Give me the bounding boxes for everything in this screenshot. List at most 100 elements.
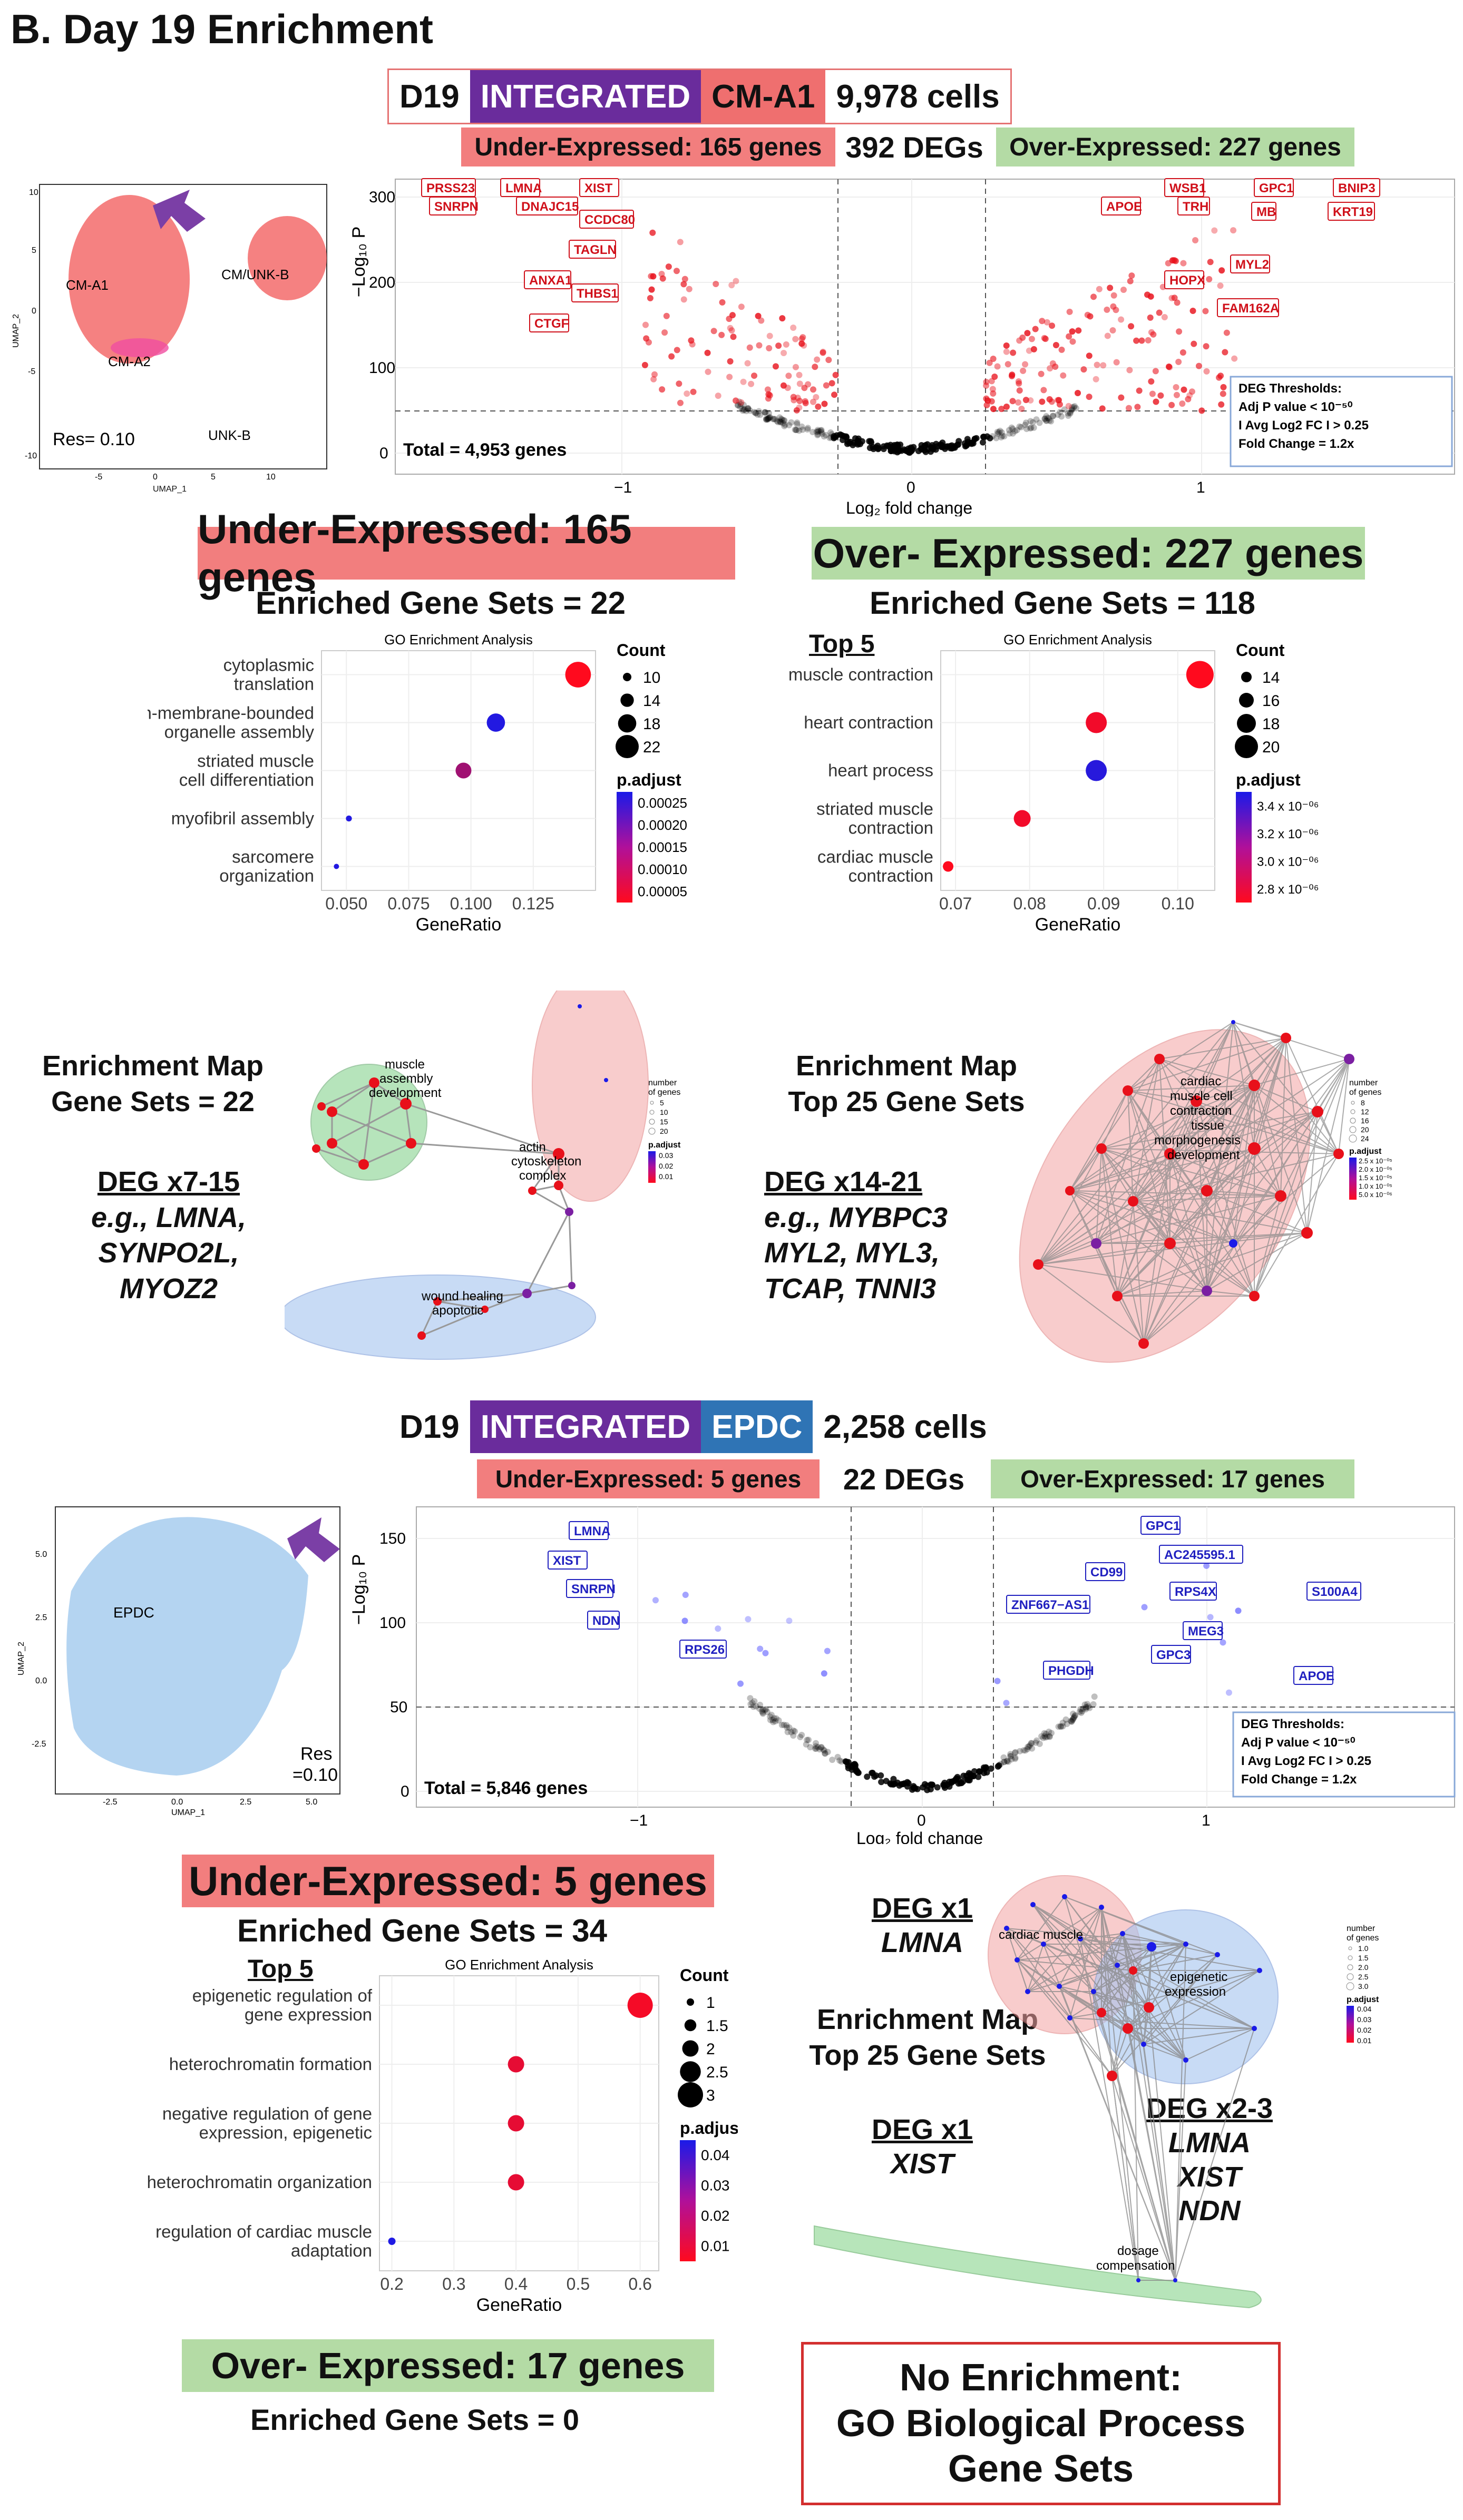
cm-umap-label-2: CM/UNK-B: [221, 267, 289, 282]
volcano-point: [684, 390, 690, 397]
volcano-point: [778, 416, 785, 423]
count-legend-dot: [680, 2061, 701, 2082]
volcano-point: [1029, 1745, 1036, 1752]
volcano-point: [1017, 1748, 1023, 1754]
gene-label-box: [1251, 202, 1276, 221]
volcano-point: [690, 388, 697, 395]
cm-under-map-l2: assembly: [379, 1072, 433, 1086]
volcano-point: [1046, 1733, 1053, 1740]
volcano-point: [1070, 1716, 1077, 1723]
volcano-point: [1066, 333, 1072, 340]
map-edge: [1127, 1090, 1207, 1291]
map-edge: [1093, 1991, 1144, 2045]
cm-under-map-leg-s1: 5: [660, 1099, 664, 1107]
epdc-deg-under-label: Under-Expressed: 5 genes: [477, 1459, 820, 1498]
volcano-point: [1028, 1740, 1035, 1747]
volcano-point: [751, 372, 758, 379]
volcano-point: [1030, 346, 1037, 352]
cm-over-top5: Top 5: [809, 630, 875, 658]
gene-label: CD99: [1090, 1565, 1123, 1580]
volcano-point: [1094, 361, 1100, 368]
volcano-point: [1048, 398, 1055, 405]
volcano-point: [793, 427, 799, 434]
volcano-point: [1058, 346, 1065, 353]
volcano-point: [986, 359, 993, 366]
map-edge: [1096, 1232, 1308, 1244]
gene-label-box: [569, 240, 616, 259]
volcano-point: [990, 390, 997, 397]
cm-over-eg2: MYL2, MYL3,: [764, 1237, 940, 1269]
volcano-point: [764, 415, 771, 422]
volcano-point: [740, 407, 747, 414]
cm-umap-ytick-3: 0: [32, 307, 36, 316]
gene-label-box: [1006, 1595, 1090, 1614]
map-edge: [1017, 1959, 1134, 1971]
volcano-point: [1128, 272, 1135, 279]
volcano-point: [1006, 430, 1013, 437]
volcano-point: [1148, 378, 1155, 385]
volcano-point: [779, 420, 786, 427]
map-node: [1164, 1238, 1176, 1249]
volcano-point: [832, 371, 839, 378]
volcano-point: [966, 1777, 973, 1784]
volcano-point: [1010, 349, 1017, 356]
cm-under-go-chart: GO Enrichment Analysis 0.050 0.075 0.100 0.1…: [148, 632, 687, 935]
map-edge: [1038, 1111, 1318, 1265]
volcano-point: [1003, 1758, 1010, 1764]
volcano-point: [770, 1719, 777, 1725]
map-edge: [1133, 1201, 1144, 1344]
map-edge: [1127, 1090, 1197, 1102]
count-legend-title: Count: [680, 1966, 729, 1985]
gene-label: GPC3: [1156, 1648, 1191, 1662]
volcano-point: [1009, 426, 1016, 433]
count-legend-dot: [623, 673, 631, 681]
map-node: [1099, 1905, 1104, 1910]
volcano-point: [755, 408, 762, 415]
padj-colorbar: [1236, 792, 1252, 903]
volcano-point: [682, 1592, 689, 1599]
volcano-point: [766, 345, 773, 351]
map-edge: [1133, 1201, 1308, 1233]
cm-over-map-l2: muscle cell: [1170, 1089, 1233, 1103]
epdc-thr-l2: I Avg Log2 FC I > 0.25: [1241, 1754, 1371, 1768]
cm-volcano-ytick-4: 300: [369, 189, 395, 206]
map-edge: [1017, 1959, 1113, 2076]
volcano-point: [1090, 1701, 1097, 1708]
no-enrich-l2: GO Biological Process: [836, 2402, 1246, 2445]
volcano-point: [1133, 337, 1140, 344]
volcano-point: [813, 428, 820, 435]
volcano-point: [1141, 1604, 1148, 1611]
epdc-volcano-xlabel: Log₂ fold change: [856, 1829, 983, 1844]
volcano-point: [1175, 358, 1182, 365]
epdc-no-enrichment-box: No Enrichment: GO Biological Process Gen…: [801, 2342, 1281, 2505]
volcano-point: [1003, 404, 1010, 410]
volcano-point: [1099, 405, 1106, 412]
map-edge: [1143, 2044, 1176, 2281]
volcano-point: [890, 1781, 896, 1788]
volcano-point: [829, 1757, 836, 1763]
map-edge: [1101, 1148, 1281, 1197]
volcano-point: [1220, 390, 1226, 397]
volcano-point: [954, 1773, 961, 1780]
volcano-point: [793, 407, 800, 414]
volcano-point: [1071, 403, 1078, 409]
volcano-point: [790, 1727, 797, 1734]
map-edge: [1175, 2060, 1186, 2281]
cm-under-map-leg-s2: 10: [660, 1108, 668, 1116]
gene-label: THBS1: [577, 287, 618, 301]
epdc-thr-l1: Adj P value < 10⁻⁵⁰: [1241, 1735, 1355, 1750]
volcano-point: [756, 342, 763, 349]
volcano-point: [1003, 342, 1010, 349]
epdc-volcano: −Log₁₀ P 0 50 100 150 −1 0 1 Log₂ fold c…: [349, 1506, 1456, 1844]
volcano-point: [772, 416, 778, 423]
volcano-point: [1027, 425, 1034, 432]
data-point: [486, 713, 505, 732]
category-label: sarcomere: [232, 847, 314, 867]
cm-over-title: Over- Expressed: 227 genes: [812, 527, 1365, 580]
map-edge: [1069, 2017, 1255, 2029]
volcano-point: [1118, 316, 1125, 323]
cm-under-eg1: e.g., LMNA,: [91, 1201, 246, 1233]
cm-under-sets: Enriched Gene Sets = 22: [256, 585, 626, 621]
map-edge: [1117, 1101, 1197, 1297]
padj-legend-label: 0.00010: [638, 861, 687, 877]
